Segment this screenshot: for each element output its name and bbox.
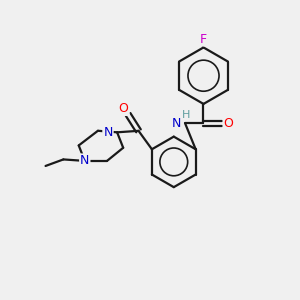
Text: N: N <box>172 117 181 130</box>
Text: O: O <box>119 102 129 115</box>
Text: O: O <box>224 117 233 130</box>
Text: N: N <box>103 126 113 139</box>
Text: F: F <box>200 33 207 46</box>
Text: N: N <box>80 154 89 167</box>
Text: H: H <box>182 110 191 120</box>
